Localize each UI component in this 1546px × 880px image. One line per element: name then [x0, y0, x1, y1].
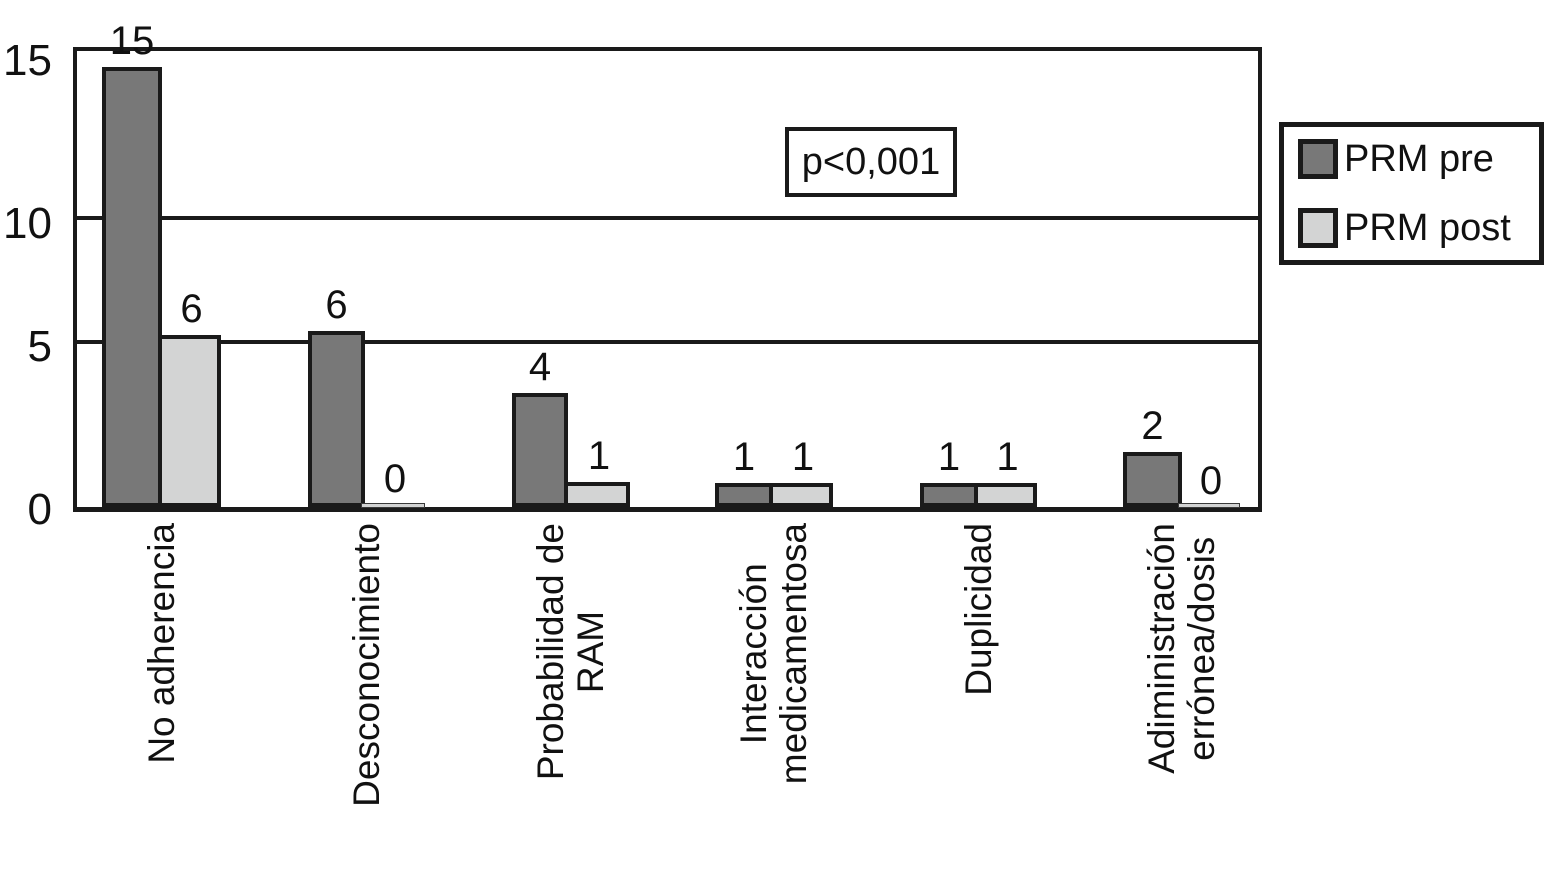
p-value-text: p<0,001	[801, 140, 941, 183]
x-category-label-adiministraci-n-err-nea-dosis: Adiministración errónea/dosis	[1140, 523, 1222, 774]
bar-post-desconocimiento	[361, 503, 425, 508]
gridline-5	[77, 340, 1258, 344]
bar-post-probabilidad-de-ram	[564, 482, 630, 507]
legend-label-prm-pre: PRM pre	[1344, 138, 1494, 180]
value-label-post-desconocimiento: 0	[383, 457, 407, 501]
legend-item-prm-post: PRM post	[1298, 208, 1531, 248]
bar-post-duplicidad	[974, 483, 1037, 507]
legend-swatch-prm-post-icon	[1298, 208, 1338, 248]
x-category-label-desconocimiento: Desconocimiento	[345, 523, 387, 807]
x-category-label-duplicidad: Duplicidad	[957, 523, 999, 696]
x-category-label-probabilidad-de-ram: Probabilidad de RAM	[530, 523, 611, 781]
value-label-post-interacci-n-medicamentosa: 1	[791, 435, 815, 479]
bar-pre-duplicidad	[920, 483, 978, 507]
bar-post-no-adherencia	[158, 335, 221, 507]
legend-swatch-prm-pre-icon	[1298, 139, 1338, 179]
plot-border-right	[1258, 47, 1262, 511]
legend-item-prm-pre: PRM pre	[1298, 139, 1531, 179]
bar-post-adiministraci-n-err-nea-dosis	[1178, 503, 1240, 508]
x-axis-baseline	[73, 507, 1262, 512]
bar-pre-interacci-n-medicamentosa	[715, 483, 773, 507]
value-label-post-no-adherencia: 6	[180, 287, 203, 331]
bar-pre-desconocimiento	[308, 331, 365, 507]
bar-post-interacci-n-medicamentosa	[769, 483, 833, 507]
plot-border-top	[73, 47, 1262, 51]
y-tick-label-5: 5	[27, 322, 52, 371]
value-label-pre-probabilidad-de-ram: 4	[528, 345, 552, 389]
value-label-post-probabilidad-de-ram: 1	[587, 434, 611, 478]
value-label-pre-interacci-n-medicamentosa: 1	[732, 435, 756, 479]
value-label-pre-adiministraci-n-err-nea-dosis: 2	[1141, 404, 1164, 448]
x-category-label-no-adherencia: No adherencia	[140, 523, 182, 764]
value-label-post-adiministraci-n-err-nea-dosis: 0	[1199, 459, 1223, 503]
y-tick-label-15: 15	[3, 36, 52, 85]
y-tick-label-0: 0	[27, 485, 52, 534]
y-tick-label-10: 10	[3, 199, 52, 248]
legend-label-prm-post: PRM post	[1344, 207, 1511, 249]
value-label-post-duplicidad: 1	[996, 435, 1019, 479]
bar-pre-probabilidad-de-ram	[512, 393, 568, 507]
value-label-pre-no-adherencia: 15	[109, 19, 155, 63]
x-category-label-interacci-n-medicamentosa: Interacción medicamentosa	[733, 523, 814, 785]
bar-pre-adiministraci-n-err-nea-dosis	[1123, 452, 1182, 507]
gridline-10	[77, 216, 1258, 220]
value-label-pre-desconocimiento: 6	[325, 283, 348, 327]
p-value-box: p<0,001	[785, 127, 957, 197]
bar-pre-no-adherencia	[102, 67, 162, 507]
legend: PRM pre PRM post	[1279, 122, 1544, 265]
value-label-pre-duplicidad: 1	[937, 435, 961, 479]
plot-border-left	[73, 47, 77, 511]
